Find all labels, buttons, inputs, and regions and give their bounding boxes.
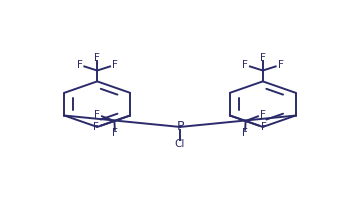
- Text: F: F: [242, 128, 248, 138]
- Text: F: F: [260, 53, 266, 63]
- Text: F: F: [112, 128, 118, 138]
- Text: F: F: [261, 122, 267, 132]
- Text: F: F: [77, 60, 82, 70]
- Text: F: F: [94, 53, 100, 63]
- Text: Cl: Cl: [175, 139, 185, 149]
- Text: F: F: [112, 60, 118, 70]
- Text: F: F: [278, 60, 283, 70]
- Text: F: F: [242, 60, 248, 70]
- Text: F: F: [94, 110, 100, 120]
- Text: F: F: [260, 110, 266, 120]
- Text: F: F: [93, 122, 99, 132]
- Text: P: P: [176, 120, 184, 133]
